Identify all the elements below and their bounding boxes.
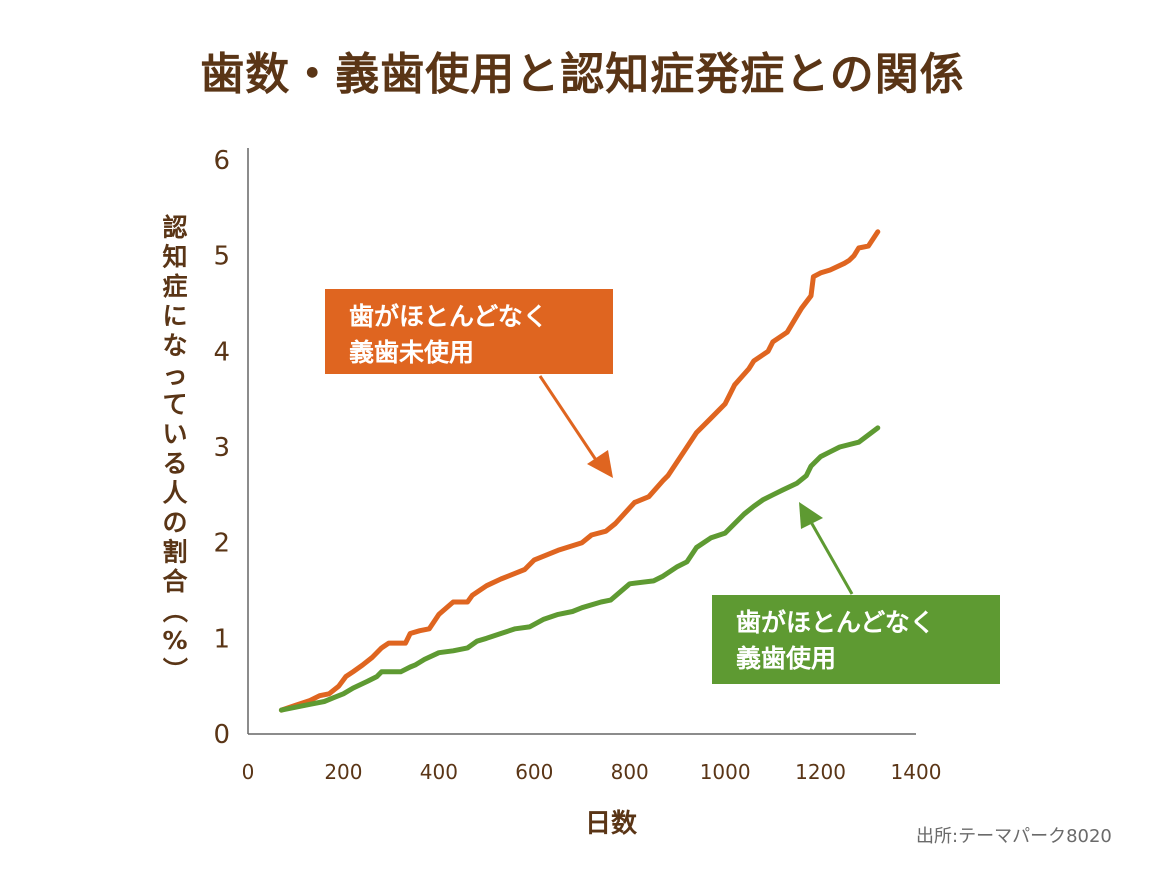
callout-no-denture-line1: 歯がほとんどなく: [349, 302, 548, 331]
y-tick-labels: 0 1 2 3 4 5 6: [213, 146, 230, 750]
y-tick-label: 0: [213, 720, 230, 750]
y-tick-label: 6: [213, 146, 230, 176]
axes: [247, 148, 916, 735]
callout-no-denture-line2: 義歯未使用: [349, 338, 475, 367]
y-axis-title-char: 知: [162, 243, 187, 272]
orange-callout-arrow-line: [538, 375, 598, 461]
y-tick-label: 1: [213, 624, 230, 654]
green-callout-arrowhead: [799, 502, 823, 529]
y-tick-label: 5: [213, 242, 230, 272]
y-tick-label: 4: [213, 337, 230, 367]
x-tick-label: 1000: [700, 760, 751, 784]
y-axis-title-char: に: [162, 302, 187, 331]
y-axis-title-char: ）: [160, 657, 189, 682]
series-lines: [278, 229, 881, 713]
series-line-with-denture: [278, 425, 881, 713]
green-callout-arrow-line: [809, 521, 854, 595]
x-tick-labels: 0 200 400 600 800 1000 1200 1400: [242, 760, 942, 784]
x-tick-label: 0: [242, 760, 255, 784]
y-axis-title-char: の: [162, 508, 187, 537]
callout-with-denture: 歯がほとんどなく 義歯使用: [712, 595, 1000, 684]
y-axis-title-char: な: [162, 331, 187, 360]
x-tick-label: 400: [420, 760, 458, 784]
callout-with-denture-line2: 義歯使用: [736, 644, 837, 673]
source-note: 出所:テーマパーク8020: [916, 826, 1112, 847]
callout-arrows: [538, 375, 854, 595]
y-tick-label: 3: [213, 433, 230, 463]
x-tick-label: 600: [515, 760, 553, 784]
y-axis-title-char: い: [162, 420, 187, 449]
x-axis-label: 日数: [585, 809, 638, 839]
y-axis-title-char: %: [162, 626, 187, 655]
y-axis-title-char: て: [162, 390, 187, 419]
x-tick-label: 1400: [891, 760, 942, 784]
series-line-no-denture: [278, 229, 881, 713]
callout-with-denture-line1: 歯がほとんどなく: [736, 608, 935, 637]
y-axis-title-char: （: [160, 598, 189, 623]
y-axis-title-char: っ: [162, 361, 187, 390]
y-axis-title-char: 人: [162, 479, 187, 508]
y-axis-title-char: 症: [162, 272, 187, 301]
x-tick-label: 200: [324, 760, 362, 784]
x-tick-label: 1200: [795, 760, 846, 784]
x-axis-title: 日数: [585, 809, 638, 839]
callout-no-denture: 歯がほとんどなく 義歯未使用: [325, 289, 613, 374]
y-tick-label: 2: [213, 529, 230, 559]
y-axis-title-char: 割: [162, 538, 187, 567]
chart-title: 歯数・義歯使用と認知症発症との関係: [200, 49, 965, 100]
y-axis-title-char: 認: [162, 213, 187, 242]
y-axis-title-char: る: [162, 449, 187, 478]
x-tick-label: 800: [611, 760, 649, 784]
orange-callout-arrowhead: [587, 450, 613, 478]
y-axis-title-char: 合: [162, 567, 188, 596]
